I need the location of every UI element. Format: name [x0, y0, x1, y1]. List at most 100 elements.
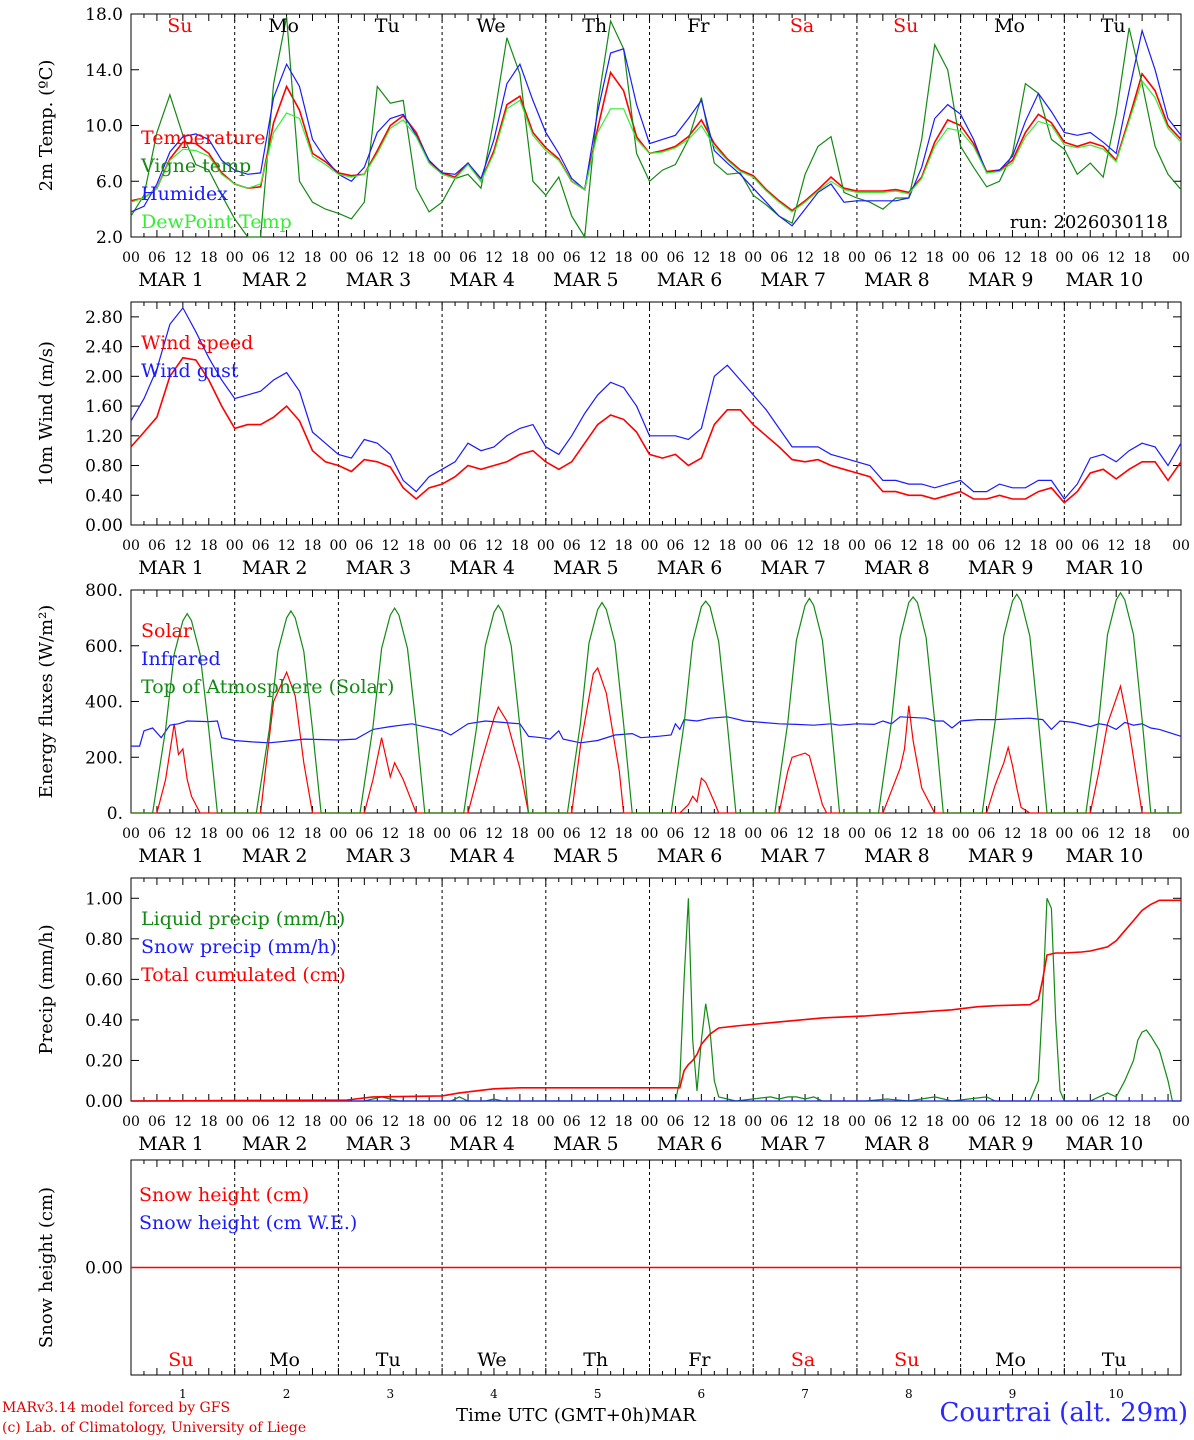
- precip-hour-label: 18: [718, 1114, 736, 1130]
- energy-hour-label: 12: [485, 826, 503, 842]
- wind-date-label: MAR 5: [553, 557, 619, 579]
- temp-hour-label: 00: [433, 250, 451, 266]
- temp-date-label: MAR 5: [553, 269, 619, 291]
- wind-ytick-label: 1.20: [85, 427, 123, 447]
- precip-hour-label: 18: [926, 1114, 944, 1130]
- wind-hour-label: 18: [1029, 538, 1047, 554]
- energy-legend-solar: Solar: [141, 620, 193, 642]
- energy-date-label: MAR 8: [864, 845, 930, 867]
- precip-panel: [130, 877, 1182, 1102]
- energy-date-label: MAR 9: [968, 845, 1034, 867]
- wind-hour-label: 06: [459, 538, 477, 554]
- temp-hour-label: 00: [952, 250, 970, 266]
- temp-hour-label: 00: [641, 250, 659, 266]
- temp-hour-label: 06: [667, 250, 685, 266]
- temp-hour-label: 06: [978, 250, 996, 266]
- day-number: 1: [179, 1387, 187, 1401]
- energy-series-line: [131, 591, 1181, 814]
- day-number: 7: [801, 1387, 809, 1401]
- wind-hour-label: 12: [1004, 538, 1022, 554]
- wind-hour-label: 06: [770, 538, 788, 554]
- energy-hour-label: 06: [978, 826, 996, 842]
- day-of-week-top: Fr: [687, 15, 710, 37]
- day-of-week-bottom: Su: [894, 1349, 919, 1371]
- energy-series-line: [131, 666, 1181, 814]
- temp-hour-label: 18: [200, 250, 218, 266]
- precip-hour-label: 18: [615, 1114, 633, 1130]
- precip-hour-label: 00: [952, 1114, 970, 1130]
- energy-date-label: MAR 1: [138, 845, 204, 867]
- energy-hour-label: 00: [537, 826, 555, 842]
- precip-hour-label: 06: [874, 1114, 892, 1130]
- wind-hour-label: 12: [485, 538, 503, 554]
- day-of-week-top: Su: [167, 15, 192, 37]
- energy-hour-label: 12: [692, 826, 710, 842]
- wind-date-label: MAR 6: [657, 557, 723, 579]
- temp-ytick-label: 2.0: [96, 228, 123, 248]
- temp-hour-label: 18: [304, 250, 322, 266]
- precip-hour-label: 18: [1133, 1114, 1151, 1130]
- temp-date-label: MAR 9: [968, 269, 1034, 291]
- snow-panel: [130, 1159, 1182, 1376]
- temp-hour-label: 12: [692, 250, 710, 266]
- temp-hour-label: 06: [459, 250, 477, 266]
- energy-hour-label: 18: [200, 826, 218, 842]
- energy-ytick-label: 200.: [85, 748, 123, 768]
- wind-hour-label: 06: [978, 538, 996, 554]
- energy-ytick-label: 600.: [85, 637, 123, 657]
- temp-hour-label: 00: [226, 250, 244, 266]
- energy-hour-label: 12: [278, 826, 296, 842]
- energy-hour-label: 06: [563, 826, 581, 842]
- precip-hour-label: 00: [433, 1114, 451, 1130]
- precip-hour-label: 00: [848, 1114, 866, 1130]
- day-number: 3: [386, 1387, 394, 1401]
- precip-hour-label: 00: [226, 1114, 244, 1130]
- temp-date-label: MAR 10: [1065, 269, 1143, 291]
- wind-hour-label: 12: [692, 538, 710, 554]
- wind-hour-label: 12: [796, 538, 814, 554]
- energy-hour-label: 18: [1029, 826, 1047, 842]
- energy-hour-label: 00: [329, 826, 347, 842]
- wind-hour-label: 06: [1081, 538, 1099, 554]
- precip-hour-label: 00: [122, 1114, 140, 1130]
- wind-hour-label: 18: [511, 538, 529, 554]
- precip-hour-label: 00: [1172, 1114, 1190, 1130]
- wind-hour-label: 06: [252, 538, 270, 554]
- energy-ytick-label: 800.: [85, 581, 123, 601]
- wind-hour-label: 00: [226, 538, 244, 554]
- wind-ytick-label: 2.00: [85, 367, 123, 387]
- wind-hour-label: 12: [381, 538, 399, 554]
- precip-hour-label: 18: [822, 1114, 840, 1130]
- precip-hour-label: 18: [1029, 1114, 1047, 1130]
- precip-ytick-label: 0.80: [85, 930, 123, 950]
- precip-date-label: MAR 2: [242, 1133, 308, 1155]
- precip-hour-label: 12: [485, 1114, 503, 1130]
- precip-hour-label: 06: [148, 1114, 166, 1130]
- energy-hour-label: 18: [1133, 826, 1151, 842]
- day-number: 6: [698, 1387, 706, 1401]
- precip-legend-total-cumulated-cm-: Total cumulated (cm): [141, 964, 346, 986]
- temp-hour-label: 00: [1055, 250, 1073, 266]
- temp-date-label: MAR 4: [449, 269, 515, 291]
- wind-ylabel: 10m Wind (m/s): [36, 341, 57, 486]
- wind-date-label: MAR 4: [449, 557, 515, 579]
- temp-legend-dewpoint-temp: DewPoint Temp: [141, 211, 292, 233]
- energy-hour-label: 00: [1172, 826, 1190, 842]
- precip-date-label: MAR 1: [138, 1133, 204, 1155]
- day-of-week-top: Su: [893, 15, 918, 37]
- temp-hour-label: 12: [900, 250, 918, 266]
- wind-hour-label: 18: [926, 538, 944, 554]
- temp-hour-label: 12: [589, 250, 607, 266]
- wind-hour-label: 18: [407, 538, 425, 554]
- temp-hour-label: 18: [615, 250, 633, 266]
- temp-hour-label: 18: [407, 250, 425, 266]
- energy-date-label: MAR 10: [1065, 845, 1143, 867]
- temp-ytick-label: 14.0: [85, 61, 123, 81]
- temp-legend-temperature: Temperature: [141, 127, 265, 149]
- energy-series-line: [131, 716, 1182, 747]
- wind-hour-label: 18: [200, 538, 218, 554]
- wind-hour-label: 06: [563, 538, 581, 554]
- wind-hour-label: 12: [278, 538, 296, 554]
- wind-hour-label: 00: [122, 538, 140, 554]
- temp-panel: [130, 13, 1182, 239]
